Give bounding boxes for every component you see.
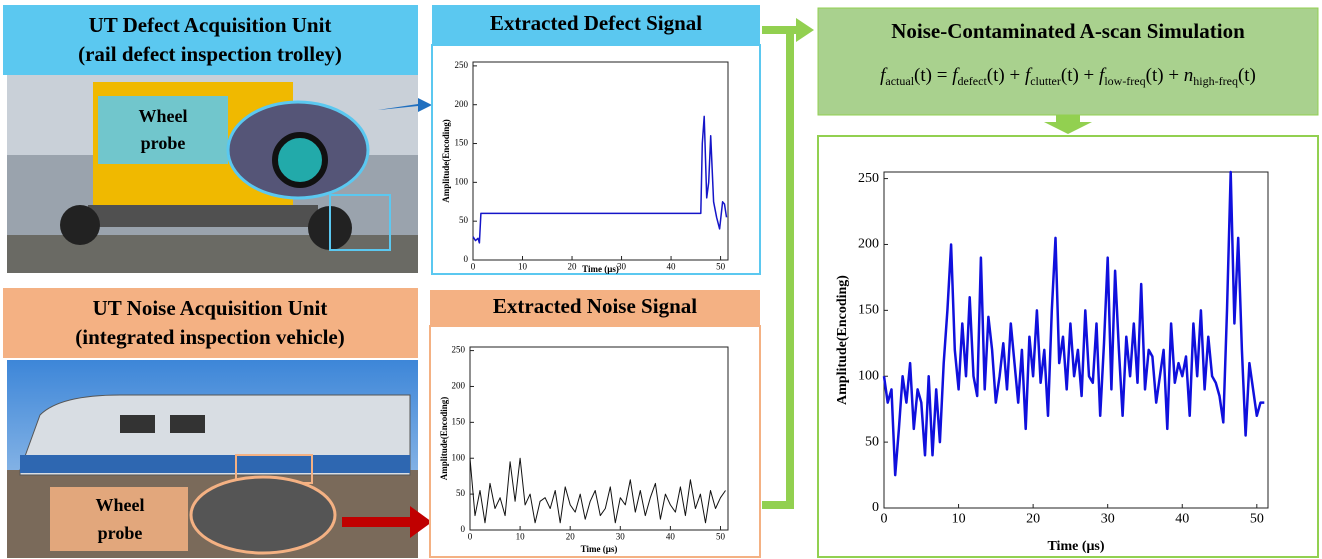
y-axis-label: Amplitude(Encoding)	[441, 119, 451, 203]
y-tick-label: 100	[452, 452, 466, 462]
y-tick-label: 100	[455, 176, 469, 186]
x-tick-label: 40	[1175, 511, 1189, 526]
formula-term: (t) +	[1146, 65, 1184, 86]
x-tick-label: 10	[516, 531, 526, 541]
x-tick-label: 20	[1026, 511, 1040, 526]
formula-term: (t) +	[1061, 65, 1099, 86]
y-tick-label: 200	[452, 381, 466, 391]
y-tick-label: 250	[858, 171, 879, 186]
formula-symbol: n	[1184, 65, 1194, 86]
connector	[762, 30, 800, 505]
y-tick-label: 100	[858, 368, 879, 383]
chart-title: Noise-Contaminated A-scan Simulation	[891, 19, 1245, 43]
chart-title: Extracted Defect Signal	[490, 11, 702, 35]
probe-label: probe	[141, 133, 186, 153]
x-tick-label: 50	[716, 261, 726, 271]
y-tick-label: 50	[456, 488, 466, 498]
x-tick-label: 50	[716, 531, 726, 541]
arrow	[796, 18, 814, 42]
formula-subscript: defect	[957, 74, 987, 88]
x-tick-label: 50	[1250, 511, 1264, 526]
y-tick-label: 150	[452, 416, 466, 426]
x-tick-label: 0	[881, 511, 888, 526]
y-tick-label: 150	[858, 303, 879, 318]
y-axis-label: Amplitude(Encoding)	[835, 275, 850, 405]
y-axis-label: Amplitude(Encoding)	[439, 397, 449, 481]
x-tick-label: 20	[568, 261, 578, 271]
y-tick-label: 150	[455, 138, 469, 148]
y-tick-label: 0	[872, 500, 879, 515]
unit-title: UT Noise Acquisition Unit	[93, 296, 328, 320]
x-axis-label: Time (μs)	[1047, 539, 1104, 554]
panel	[432, 45, 760, 274]
chart-title: Extracted Noise Signal	[493, 294, 697, 318]
formula-term: (t) =	[914, 65, 952, 86]
x-tick-label: 40	[666, 531, 676, 541]
formula-subscript: actual	[885, 74, 914, 88]
arrow	[1044, 115, 1092, 134]
unit-title: (rail defect inspection trolley)	[78, 42, 342, 66]
train-photo	[7, 360, 418, 558]
y-tick-label: 250	[455, 60, 469, 70]
y-tick-label: 250	[452, 345, 466, 355]
probe-label: Wheel	[96, 495, 145, 515]
y-tick-label: 50	[865, 434, 879, 449]
panel	[430, 326, 760, 557]
x-tick-label: 0	[471, 261, 476, 271]
formula-term: (t)	[1238, 65, 1256, 86]
y-tick-label: 50	[459, 215, 469, 225]
formula-subscript: clutter	[1030, 74, 1061, 88]
formula-subscript: low-freq	[1104, 74, 1145, 88]
x-tick-label: 10	[952, 511, 966, 526]
x-tick-label: 30	[1101, 511, 1115, 526]
unit-title: UT Defect Acquisition Unit	[89, 13, 332, 37]
formula-subscript: high-freq	[1193, 74, 1238, 88]
unit-title: (integrated inspection vehicle)	[75, 325, 344, 349]
y-tick-label: 0	[464, 254, 469, 264]
x-axis-label: Time (μs)	[581, 544, 618, 554]
y-tick-label: 200	[455, 99, 469, 109]
x-tick-label: 0	[468, 531, 473, 541]
x-tick-label: 30	[616, 531, 626, 541]
formula-term: (t) +	[987, 65, 1025, 86]
x-tick-label: 10	[518, 261, 528, 271]
probe-label: probe	[98, 523, 143, 543]
x-tick-label: 40	[667, 261, 677, 271]
x-axis-label: Time (μs)	[582, 264, 619, 274]
y-tick-label: 200	[858, 237, 879, 252]
y-tick-label: 0	[461, 524, 466, 534]
trolley-photo	[7, 75, 418, 273]
probe-label: Wheel	[139, 106, 188, 126]
x-tick-label: 20	[566, 531, 576, 541]
figure: UT Defect Acquisition Unit (rail defect …	[0, 0, 1322, 559]
